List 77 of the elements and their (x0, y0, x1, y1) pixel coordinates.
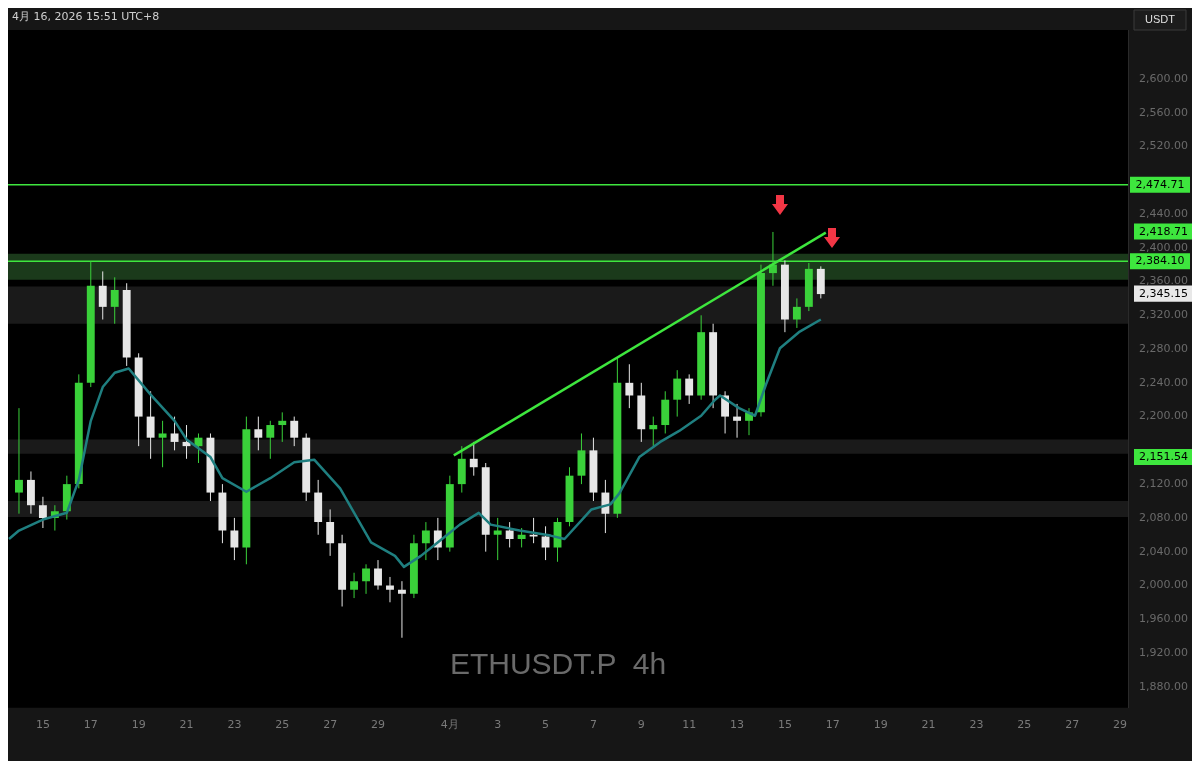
candlestick (326, 508, 335, 557)
candlestick (230, 517, 239, 561)
x-tick-label: 25 (1017, 718, 1032, 732)
x-tick-label: 27 (1065, 718, 1080, 732)
y-tick-label: 2,040.00 (1139, 544, 1188, 558)
x-tick-label: 9 (637, 718, 645, 732)
candlestick (98, 270, 107, 321)
candlestick (421, 521, 430, 561)
candlestick (792, 297, 801, 329)
x-tick-label: 11 (682, 718, 697, 732)
ref-line-label: 2,474.71 (1135, 177, 1185, 191)
candlestick (290, 416, 299, 447)
y-tick-label: 2,440.00 (1139, 206, 1188, 220)
x-tick-label: 29 (371, 718, 386, 732)
candlestick (493, 517, 502, 561)
y-tick-label: 2,151.54 (1139, 450, 1188, 464)
y-tick-label: 2,280.00 (1139, 341, 1188, 355)
candlestick (266, 420, 275, 460)
candlestick (278, 411, 287, 443)
y-tick-label: 1,880.00 (1139, 679, 1188, 693)
x-tick-label: 27 (323, 718, 338, 732)
x-tick-label: 4月 (440, 718, 459, 732)
y-axis-title: USDT (1145, 13, 1176, 26)
y-tick-label: 2,520.00 (1139, 139, 1188, 153)
y-tick-label: 2,080.00 (1139, 510, 1188, 524)
x-tick-label: 5 (542, 718, 550, 732)
candlestick (374, 559, 382, 591)
x-tick-label: 29 (1113, 718, 1128, 732)
candlestick (362, 563, 370, 595)
ref-line-label: 2,384.10 (1135, 254, 1185, 268)
candlestick (649, 416, 658, 447)
candlestick (38, 496, 47, 529)
y-tick-label: 2,418.71 (1139, 224, 1188, 238)
candlestick (625, 363, 634, 409)
candlestick (15, 407, 23, 515)
y-tick-label: 2,360.00 (1139, 274, 1188, 288)
candlestick (254, 416, 263, 451)
chart-subtitle: 4月 16, 2026 15:51 UTC+8 (12, 9, 160, 23)
x-tick-label: 25 (275, 718, 290, 732)
candlestick (685, 373, 694, 405)
candlestick (146, 390, 155, 460)
candlestick (505, 521, 514, 548)
x-tick-label: 19 (873, 718, 888, 732)
y-tick-label: 2,560.00 (1139, 105, 1188, 119)
candlestick (350, 572, 359, 599)
x-tick-label: 13 (730, 718, 745, 732)
y-tick-label: 2,200.00 (1139, 409, 1188, 423)
candlestick (517, 527, 526, 548)
y-tick-label: 2,400.00 (1139, 240, 1188, 254)
candlestick (170, 416, 179, 451)
x-tick-label: 15 (35, 718, 50, 732)
candlestick (398, 580, 406, 639)
x-tick-label: 23 (969, 718, 984, 732)
y-tick-label: 1,960.00 (1139, 612, 1188, 626)
candlestick (673, 369, 682, 418)
x-tick-label: 3 (494, 718, 502, 732)
candlestick (386, 576, 394, 603)
y-tick-label: 2,000.00 (1139, 578, 1188, 592)
text: ETHUSDT.P 4h (449, 647, 667, 681)
candlestick (733, 403, 741, 439)
x-tick-label: 21 (921, 718, 936, 732)
y-tick-label: 2,345.15 (1139, 286, 1188, 300)
x-tick-label: 19 (131, 718, 146, 732)
y-tick-label: 2,120.00 (1139, 476, 1188, 490)
x-tick-label: 15 (777, 718, 792, 732)
candlestick (541, 525, 550, 561)
x-tick-label: 21 (179, 718, 194, 732)
y-tick-label: 2,320.00 (1139, 308, 1188, 322)
x-tick-label: 7 (589, 718, 597, 732)
x-tick-label: 23 (227, 718, 242, 732)
candlestick (158, 420, 167, 468)
y-tick-label: 2,240.00 (1139, 375, 1188, 389)
y-tick-label: 2,600.00 (1139, 71, 1188, 85)
y-tick-label: 1,920.00 (1139, 645, 1188, 659)
x-tick-label: 17 (83, 718, 98, 732)
candlestick (110, 276, 119, 325)
x-tick-label: 17 (825, 718, 840, 732)
